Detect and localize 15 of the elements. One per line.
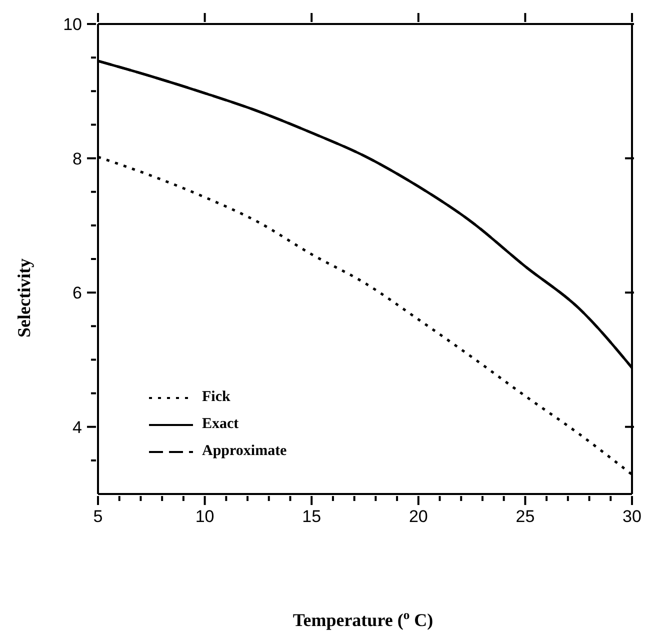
x-axis-title: Temperature ($^{o}$C) (292, 608, 434, 630)
legend-label: Fick (202, 389, 230, 406)
x-tick-label: 30 (622, 507, 642, 526)
x-tick-label: 15 (302, 507, 322, 526)
y-tick-label: 10 (63, 15, 82, 34)
x-tick-label: 20 (408, 507, 428, 526)
y-tick-label: 8 (72, 149, 82, 168)
legend-label: Approximate (202, 443, 287, 460)
y-axis-title: Selectivity (14, 258, 34, 338)
x-tick-label: 5 (93, 507, 103, 526)
x-tick-label: 25 (516, 507, 535, 526)
y-tick-label: 6 (72, 284, 82, 303)
legend-label: Exact (202, 416, 239, 433)
y-tick-label: 4 (72, 418, 82, 437)
x-tick-label: 10 (195, 507, 214, 526)
